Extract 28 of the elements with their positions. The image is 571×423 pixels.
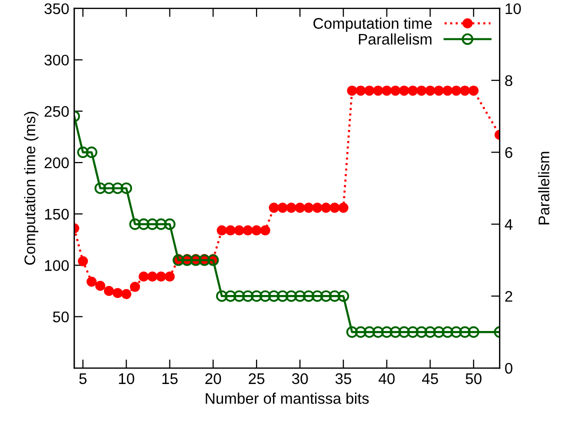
- y-tick-label: 150: [45, 208, 69, 220]
- x-tick-label: 45: [422, 373, 438, 384]
- x-tick-label: 30: [292, 373, 308, 384]
- y2-tick-label: 4: [504, 219, 513, 230]
- legend-label: Parallelism: [358, 33, 432, 45]
- x-tick-label: 10: [118, 373, 134, 384]
- y-tick-label: 100: [45, 260, 69, 271]
- y-axis-title: Computation time (ms): [24, 112, 38, 265]
- y2-tick-label: 6: [505, 147, 512, 158]
- x-tick-label: 35: [335, 373, 352, 384]
- x-axis-title: Number of mantissa bits: [206, 392, 369, 404]
- y2-tick-label: 8: [505, 75, 512, 86]
- y2-tick-label: 2: [505, 290, 512, 302]
- x-tick-label: 20: [205, 373, 222, 384]
- y-tick-label: 250: [44, 106, 69, 117]
- y2-tick-label: 0: [505, 362, 512, 374]
- x-tick-label: 15: [162, 373, 178, 384]
- y-tick-label: 50: [52, 312, 69, 322]
- y2-tick-label: 10: [506, 3, 521, 14]
- y-tick-label: 300: [44, 54, 69, 66]
- y2-axis-title: Parallelism: [538, 152, 550, 224]
- x-tick-label: 5: [79, 373, 87, 384]
- x-tick-label: 50: [466, 373, 482, 384]
- x-tick-label: 40: [378, 373, 395, 384]
- x-tick-label: 25: [248, 373, 264, 384]
- y-tick-label: 350: [44, 3, 69, 14]
- legend-label: Computation time: [313, 18, 432, 32]
- y-tick-label: 200: [44, 157, 69, 168]
